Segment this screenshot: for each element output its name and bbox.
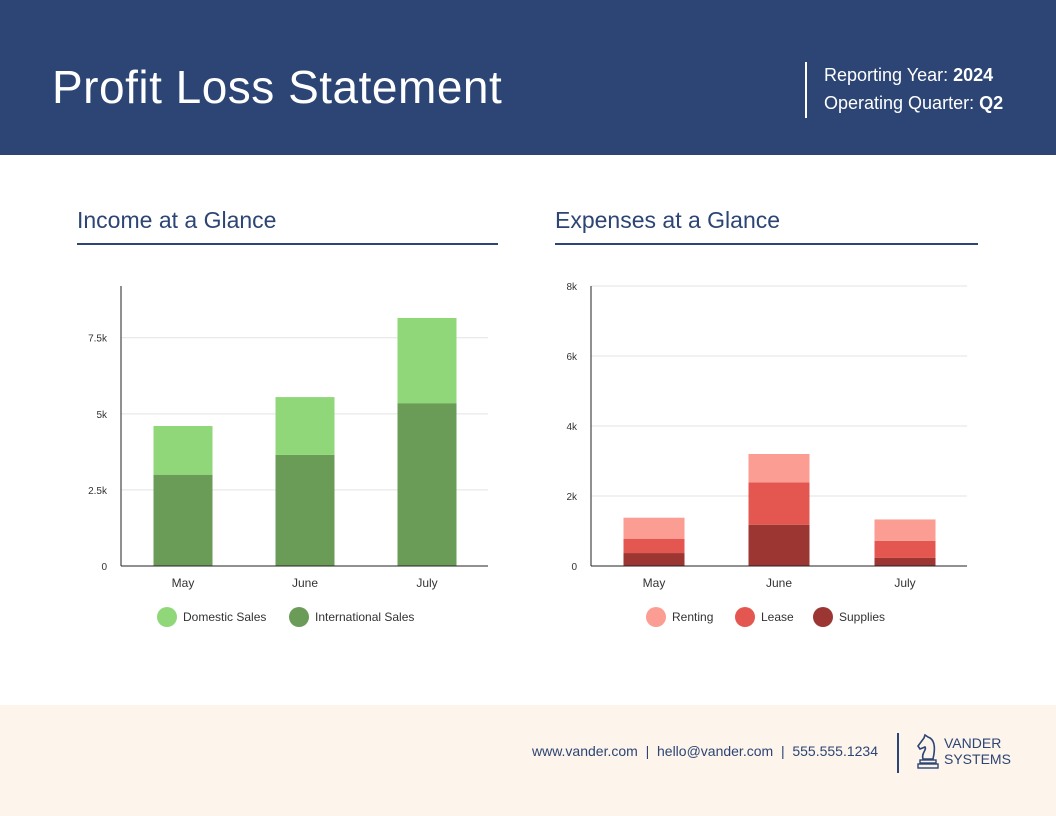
- header-divider: [805, 62, 807, 118]
- legend-label: International Sales: [315, 610, 414, 624]
- y-tick-label: 2k: [566, 492, 578, 503]
- page-title: Profit Loss Statement: [52, 61, 503, 113]
- legend-swatch: [646, 607, 666, 627]
- bar-renting: [874, 519, 936, 541]
- expenses-chart: 0 2k 4k 6k 8k May June July Renting Lease Supplies: [566, 282, 967, 627]
- y-tick-label: 7.5k: [88, 334, 108, 345]
- x-tick-label: June: [292, 576, 318, 590]
- y-tick-label: 0: [101, 562, 107, 573]
- y-tick-label: 0: [571, 562, 577, 573]
- expenses-title: Expenses at a Glance: [555, 207, 781, 233]
- x-tick-label: May: [643, 576, 666, 590]
- logo-line1: VANDER: [944, 735, 1002, 751]
- bar-supplies: [874, 557, 936, 566]
- bar-lease: [623, 538, 685, 554]
- bar-international-sales: [397, 403, 457, 566]
- legend-label: Lease: [761, 610, 794, 624]
- x-tick-label: July: [894, 576, 915, 590]
- y-tick-label: 2.5k: [88, 486, 108, 497]
- footer: www.vander.com | hello@vander.com | 555.…: [0, 705, 1056, 816]
- y-tick-label: 6k: [566, 352, 578, 363]
- bar-domestic-sales: [153, 426, 213, 475]
- income-title: Income at a Glance: [77, 207, 277, 233]
- reporting-year-value: 2024: [953, 65, 994, 85]
- expenses-divider: [555, 243, 978, 245]
- operating-quarter-label: Operating Quarter:: [824, 93, 975, 113]
- contact-info: www.vander.com | hello@vander.com | 555.…: [531, 743, 878, 759]
- x-tick-label: May: [172, 576, 195, 590]
- header: Profit Loss Statement Reporting Year: 20…: [0, 0, 1056, 155]
- legend-swatch: [735, 607, 755, 627]
- operating-quarter: Operating Quarter: Q2: [824, 93, 1003, 114]
- bar-domestic-sales: [397, 317, 457, 404]
- legend-label: Domestic Sales: [183, 610, 266, 624]
- bar-domestic-sales: [275, 397, 335, 455]
- bar-supplies: [748, 524, 810, 566]
- y-tick-label: 5k: [96, 410, 108, 421]
- legend-swatch: [813, 607, 833, 627]
- y-tick-label: 4k: [566, 422, 578, 433]
- operating-quarter-value: Q2: [979, 93, 1004, 113]
- legend-label: Renting: [672, 610, 713, 624]
- reporting-year: Reporting Year: 2024: [824, 65, 993, 86]
- bar-renting: [748, 454, 810, 483]
- legend-swatch: [289, 607, 309, 627]
- bar-international-sales: [153, 474, 213, 566]
- logo-line2: SYSTEMS: [944, 751, 1011, 767]
- reporting-year-label: Reporting Year:: [824, 65, 949, 85]
- x-tick-label: July: [416, 576, 437, 590]
- logo-text: VANDER SYSTEMS: [944, 735, 1011, 767]
- income-divider: [77, 243, 498, 245]
- bar-lease: [748, 482, 810, 525]
- x-tick-label: June: [766, 576, 792, 590]
- legend-swatch: [157, 607, 177, 627]
- bar-renting: [623, 517, 685, 539]
- bar-international-sales: [275, 454, 335, 566]
- footer-divider: [897, 733, 899, 773]
- income-chart: 0 2.5k 5k 7.5k May June July Domestic Sales Inte…: [88, 286, 488, 627]
- y-tick-label: 8k: [566, 282, 578, 293]
- chess-knight-icon: [917, 733, 939, 769]
- bar-lease: [874, 540, 936, 558]
- bar-supplies: [623, 553, 685, 566]
- legend-label: Supplies: [839, 610, 885, 624]
